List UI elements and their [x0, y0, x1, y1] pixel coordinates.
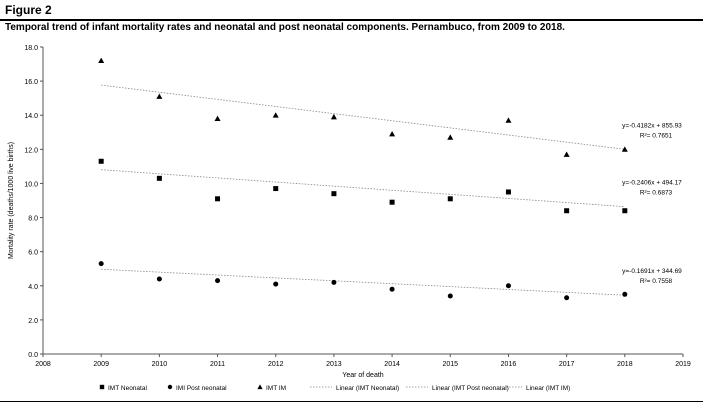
- y-tick-label: 0.0: [28, 352, 38, 359]
- y-axis-title: Mortality rate (deaths/1000 live births): [8, 142, 15, 259]
- post-neonatal-point: [156, 276, 162, 282]
- x-tick-label: 2009: [93, 361, 109, 368]
- infant-mortality-point: [98, 57, 105, 64]
- x-tick-label: 2013: [326, 361, 342, 368]
- infant-mortality-point: [505, 117, 512, 123]
- x-tick-label: 2018: [617, 361, 633, 368]
- neonatal-point: [98, 158, 104, 164]
- x-tick-label: 2014: [384, 361, 400, 368]
- post-neonatal-point: [622, 291, 628, 297]
- neonatal-point: [564, 208, 570, 214]
- x-tick-label: 2015: [442, 361, 458, 368]
- trendline: [101, 268, 625, 296]
- infant-mortality-point: [330, 113, 337, 120]
- x-tick-label: 2019: [675, 361, 691, 368]
- post-neonatal-point: [447, 293, 453, 299]
- data-markers: [98, 57, 628, 301]
- trend-r2: R²= 0.7558: [640, 278, 673, 285]
- neonatal-point: [215, 196, 221, 202]
- figure-label: Figure 2: [5, 3, 52, 17]
- y-tick-label: 12.0: [24, 147, 38, 154]
- legend-label: Linear (IMT Post neonatal): [432, 385, 509, 392]
- legend-label: IMI Post neonatal: [176, 385, 227, 392]
- y-tick-label: 10.0: [24, 181, 38, 188]
- post-neonatal-point: [273, 281, 279, 287]
- infant-mortality-point: [563, 151, 570, 157]
- y-tick-label: 16.0: [24, 79, 38, 86]
- trendline: [101, 169, 625, 208]
- trendline: [101, 84, 625, 150]
- legend-symbol: [257, 384, 263, 390]
- neonatal-point: [505, 189, 511, 195]
- infant-mortality-point: [447, 134, 454, 140]
- chart-axes: 0.0 2.0 4.0 6.0 8.0 10.0 12.0 14.0 16.0 18.0 2008 2…: [8, 45, 691, 379]
- chart-legend: IMT Neonatal IMI Post neonatal IMT IM Linea…: [99, 384, 570, 392]
- y-tick-label: 6.0: [28, 250, 38, 257]
- trend-r2: R²= 0.7651: [640, 132, 673, 139]
- y-tick-label: 8.0: [28, 216, 38, 223]
- legend-label: IMT Neonatal: [108, 385, 147, 392]
- post-neonatal-point: [98, 261, 104, 267]
- legend-label: Linear (IMT Neonatal): [336, 385, 399, 392]
- neonatal-point: [273, 186, 279, 192]
- post-neonatal-point: [389, 286, 395, 292]
- legend-symbol: [99, 384, 105, 390]
- trendlines: [101, 84, 625, 296]
- y-tick-label: 18.0: [24, 45, 38, 52]
- x-tick-label: 2017: [559, 361, 575, 368]
- post-neonatal-point: [505, 283, 511, 289]
- neonatal-point: [622, 208, 628, 214]
- x-tick-label: 2008: [35, 361, 51, 368]
- infant-mortality-point: [272, 112, 279, 118]
- x-axis-title: Year of death: [342, 372, 383, 379]
- trend-r2: R²= 0.6873: [640, 190, 673, 197]
- y-tick-label: 4.0: [28, 284, 38, 291]
- x-tick-label: 2011: [210, 361, 225, 368]
- chart-title: Temporal trend of infant mortality rates…: [5, 22, 565, 33]
- trend-equation: y=-0.4182x + 855.93: [622, 122, 682, 129]
- post-neonatal-point: [564, 295, 570, 301]
- neonatal-point: [447, 196, 453, 202]
- trend-equation: y=-0.1691x + 344.69: [622, 268, 682, 275]
- legend-symbol: [167, 384, 173, 390]
- y-tick-label: 2.0: [28, 318, 38, 325]
- legend-label: Linear (IMT IM): [526, 385, 570, 392]
- x-tick-label: 2016: [501, 361, 517, 368]
- neonatal-point: [331, 191, 337, 197]
- header-divider: [0, 19, 703, 21]
- y-tick-label: 14.0: [24, 113, 38, 120]
- neonatal-point: [389, 199, 395, 205]
- infant-mortality-point: [621, 146, 628, 152]
- legend-label: IMT IM: [266, 385, 286, 392]
- x-tick-label: 2010: [152, 361, 168, 368]
- x-tick-label: 2012: [268, 361, 284, 368]
- trend-equation: y=-0.2406x + 494.17: [622, 180, 682, 187]
- post-neonatal-point: [331, 279, 337, 285]
- infant-mortality-point: [156, 93, 163, 99]
- footer-divider: [0, 401, 703, 402]
- neonatal-point: [156, 175, 162, 181]
- infant-mortality-point: [214, 115, 221, 122]
- trend-annotations: y=-0.2406x + 494.17 R²= 0.6873 y=-0.1691x …: [622, 122, 682, 285]
- post-neonatal-point: [215, 278, 221, 284]
- infant-mortality-point: [389, 130, 396, 137]
